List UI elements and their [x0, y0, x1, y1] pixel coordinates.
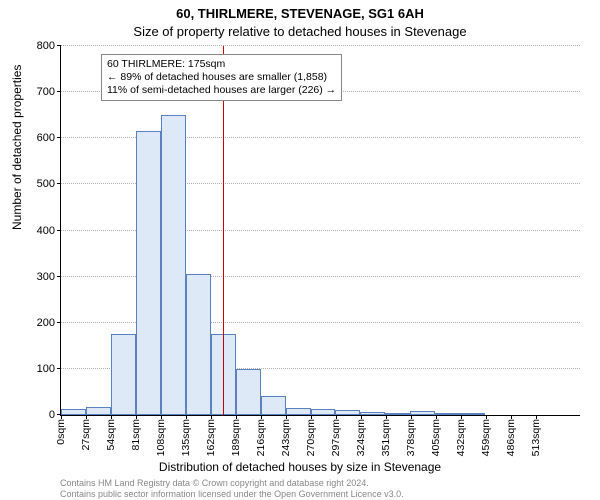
y-tick-label: 500 [37, 178, 55, 190]
plot-area: 60 THIRLMERE: 175sqm← 89% of detached ho… [60, 46, 580, 416]
y-tick [57, 183, 61, 184]
annotation-box: 60 THIRLMERE: 175sqm← 89% of detached ho… [101, 54, 342, 101]
x-tick-label: 459sqm [480, 419, 492, 456]
histogram-bar [410, 411, 435, 415]
y-tick [57, 276, 61, 277]
chart-subtitle: Size of property relative to detached ho… [0, 24, 600, 39]
x-tick-label: 108sqm [155, 419, 167, 456]
annotation-line: 11% of semi-detached houses are larger (… [107, 84, 336, 97]
y-tick [57, 230, 61, 231]
y-tick-label: 800 [37, 40, 55, 52]
histogram-bar [385, 413, 410, 415]
x-tick-label: 405sqm [430, 419, 442, 456]
x-tick-label: 162sqm [205, 419, 217, 456]
y-tick-label: 400 [37, 225, 55, 237]
x-tick-label: 135sqm [180, 419, 192, 456]
x-tick-label: 27sqm [80, 419, 92, 451]
y-tick [57, 137, 61, 138]
y-tick-label: 600 [37, 132, 55, 144]
x-tick-label: 432sqm [455, 419, 467, 456]
histogram-bar [236, 369, 261, 415]
histogram-bar [111, 334, 136, 415]
histogram-bar [61, 409, 86, 415]
x-tick-label: 297sqm [330, 419, 342, 456]
y-tick-label: 100 [37, 363, 55, 375]
y-tick [57, 45, 61, 46]
y-tick [57, 322, 61, 323]
histogram-bar [311, 409, 335, 415]
y-tick-label: 200 [37, 317, 55, 329]
histogram-bar [286, 408, 311, 415]
gridline [61, 45, 580, 46]
y-axis-title: Number of detached properties [10, 65, 24, 230]
x-tick-label: 81sqm [130, 419, 142, 451]
x-tick-label: 216sqm [255, 419, 267, 456]
chart-title-address: 60, THIRLMERE, STEVENAGE, SG1 6AH [0, 6, 600, 21]
x-tick-label: 486sqm [505, 419, 517, 456]
annotation-line: ← 89% of detached houses are smaller (1,… [107, 71, 336, 84]
x-tick-label: 0sqm [55, 419, 67, 445]
x-tick-label: 270sqm [305, 419, 317, 456]
histogram-bar [161, 115, 186, 415]
annotation-line: 60 THIRLMERE: 175sqm [107, 58, 336, 71]
x-tick-label: 351sqm [380, 419, 392, 456]
x-tick-label: 54sqm [105, 419, 117, 451]
y-tick-label: 700 [37, 86, 55, 98]
histogram-bar [136, 131, 161, 415]
histogram-bar [360, 412, 385, 415]
x-tick-label: 324sqm [355, 419, 367, 456]
y-tick-label: 300 [37, 271, 55, 283]
x-tick-label: 513sqm [530, 419, 542, 456]
histogram-bar [435, 413, 460, 415]
y-tick [57, 91, 61, 92]
x-tick-label: 189sqm [230, 419, 242, 456]
histogram-bar [86, 407, 111, 415]
histogram-bar [335, 410, 360, 415]
histogram-bar [186, 274, 211, 415]
y-tick [57, 368, 61, 369]
footer-line-1: Contains HM Land Registry data © Crown c… [60, 478, 369, 488]
x-tick-label: 243sqm [280, 419, 292, 456]
histogram-bar [460, 413, 485, 415]
histogram-bar [261, 396, 286, 415]
x-axis-title: Distribution of detached houses by size … [0, 460, 600, 474]
x-tick-label: 378sqm [405, 419, 417, 456]
footer-line-2: Contains public sector information licen… [60, 489, 404, 499]
